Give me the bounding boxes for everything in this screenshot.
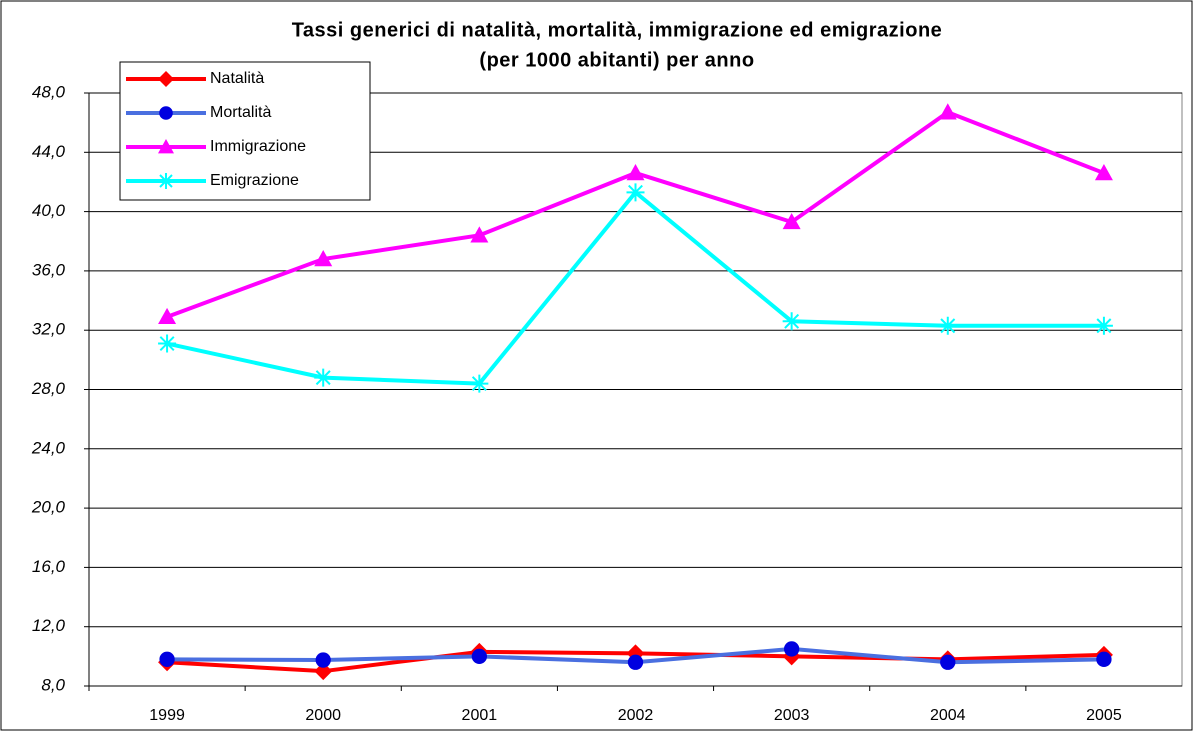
y-tick-label: 16,0 [32, 557, 66, 576]
marker [627, 654, 644, 670]
y-tick-label: 28,0 [31, 379, 66, 398]
marker [1094, 316, 1113, 335]
x-tick-label: 2005 [1086, 707, 1122, 724]
marker [158, 307, 177, 325]
marker [782, 312, 801, 331]
marker [314, 368, 333, 387]
marker [158, 71, 174, 87]
y-tick-label: 24,0 [31, 438, 66, 457]
legend-label: Immigrazione [210, 138, 306, 155]
marker [783, 641, 800, 657]
marker [158, 173, 174, 189]
legend-label: Emigrazione [210, 172, 299, 189]
marker [159, 651, 175, 667]
marker [782, 212, 801, 230]
x-tick-label: 2000 [305, 707, 341, 724]
x-tick-label: 2002 [618, 707, 654, 724]
marker [158, 139, 174, 154]
y-tick-label: 12,0 [32, 616, 66, 635]
y-tick-label: 44,0 [32, 142, 66, 161]
marker [315, 652, 331, 668]
marker [470, 374, 489, 393]
y-tick-label: 48,0 [32, 82, 66, 101]
marker [940, 654, 956, 670]
chart-title: Tassi generici di natalità, mortalità, i… [292, 19, 943, 41]
marker [1096, 651, 1112, 667]
legend-label: Natalità [210, 70, 264, 87]
x-tick-label: 1999 [149, 707, 185, 724]
marker [470, 226, 489, 243]
marker [158, 334, 177, 353]
marker [1094, 164, 1113, 181]
marker [626, 183, 645, 202]
y-tick-label: 20,0 [31, 498, 66, 517]
y-tick-label: 36,0 [32, 260, 66, 279]
marker [314, 250, 333, 267]
marker [938, 103, 957, 120]
y-tick-label: 8,0 [41, 675, 65, 694]
legend-label: Mortalità [210, 104, 271, 121]
marker [471, 648, 488, 664]
chart-subtitle: (per 1000 abitanti) per anno [479, 49, 754, 71]
x-tick-label: 2004 [930, 707, 966, 724]
marker [159, 106, 173, 120]
marker [938, 316, 957, 335]
y-tick-label: 40,0 [32, 201, 66, 220]
marker [626, 164, 645, 181]
marker [314, 662, 333, 681]
y-tick-label: 32,0 [32, 320, 66, 339]
x-tick-label: 2001 [462, 707, 498, 724]
x-tick-label: 2003 [774, 707, 810, 724]
